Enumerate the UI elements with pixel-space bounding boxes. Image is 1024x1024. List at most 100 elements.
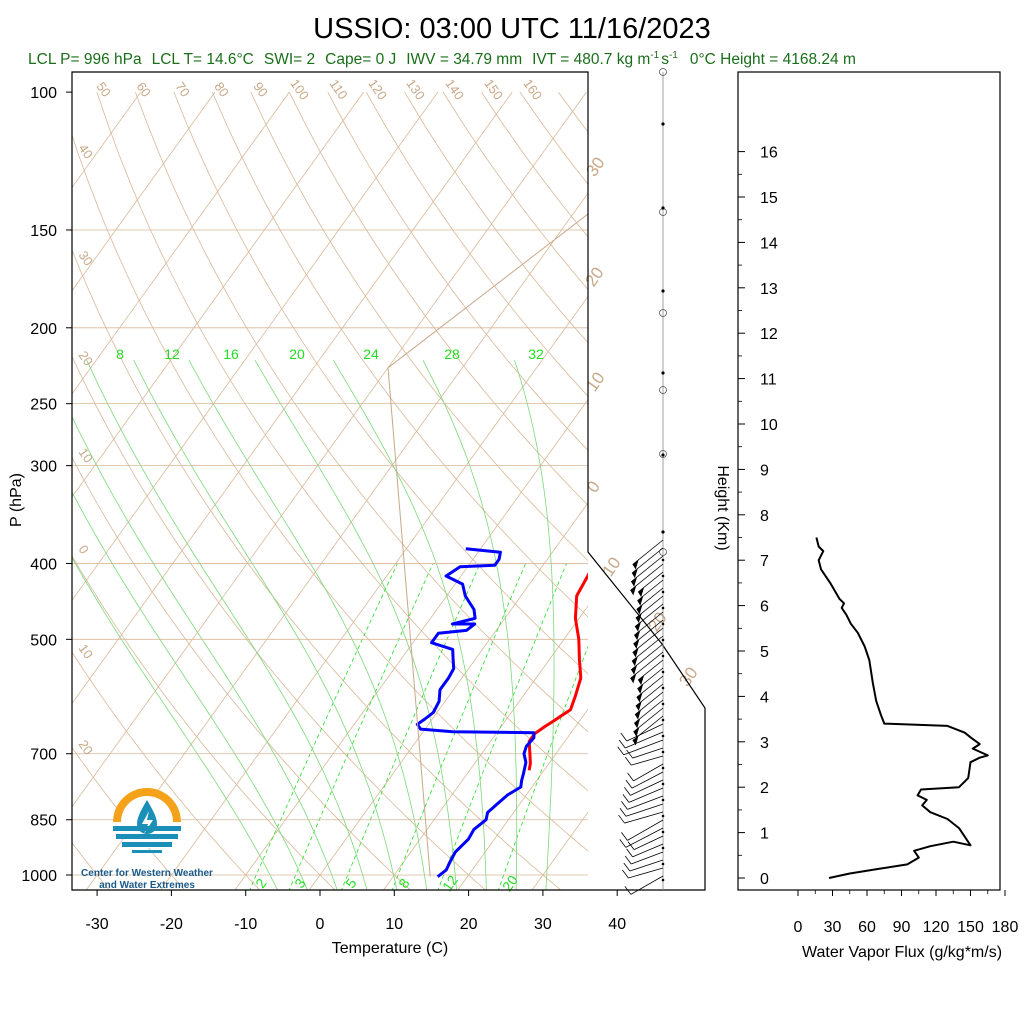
moist-adiabat-line — [188, 360, 428, 890]
barb-dot — [661, 122, 665, 126]
wind-barb — [628, 867, 664, 879]
wind-barb-flag — [630, 673, 637, 684]
y-tick-label: 150 — [30, 223, 57, 240]
y-tick-label: 250 — [30, 397, 57, 414]
wind-barb-flag — [631, 664, 638, 675]
wind-barb — [624, 811, 664, 824]
mixing-ratio-label: 2 — [252, 875, 270, 891]
barb-dot — [661, 814, 665, 818]
wind-barb — [632, 747, 664, 759]
wind-barb-feather — [625, 779, 633, 789]
theta-label: 150 — [481, 76, 506, 102]
mixing-ratio-line — [249, 563, 398, 890]
mixing-ratio-line — [497, 645, 588, 890]
isotherm-line — [72, 91, 587, 808]
height-axis-title: Height (Km) — [714, 465, 731, 550]
wind-barb — [630, 779, 664, 796]
logo-wave-3 — [122, 842, 172, 847]
height-tick-label: 8 — [760, 508, 769, 525]
theta-label: 10 — [76, 445, 97, 465]
moist-adiabat-label: 8 — [116, 346, 124, 362]
wind-barb-flag — [634, 718, 641, 729]
barb-dot — [661, 289, 665, 293]
y-axis-title: P (hPa) — [8, 473, 25, 527]
dry-adiabat-line — [211, 91, 588, 618]
wind-barb-feather — [619, 839, 627, 848]
wind-barb-flag — [635, 613, 642, 624]
dry-adiabat-line — [442, 91, 588, 291]
barb-dot — [661, 782, 665, 786]
ivt-exponent-2: -1 — [669, 50, 678, 61]
ivt-exponent-1: -1 — [650, 50, 659, 61]
wind-barb-feather — [622, 794, 630, 803]
dry-adiabat-line — [173, 91, 588, 675]
lcl-temperature: LCL T= 14.6°C — [152, 51, 254, 68]
wind-barb-feather — [619, 808, 627, 817]
theta-label: 20 — [76, 737, 97, 757]
wind-barb-flag — [632, 559, 639, 570]
height-tick-label: 3 — [760, 735, 769, 752]
barb-dot — [661, 574, 665, 578]
dry-adiabat-line — [72, 746, 186, 890]
height-tick-label: 2 — [760, 780, 769, 797]
moist-adiabat-line — [72, 556, 278, 890]
isotherm-line — [72, 91, 290, 395]
wind-barb — [632, 843, 664, 858]
x-tick-label: -20 — [160, 916, 183, 933]
barb-dot — [661, 734, 665, 738]
y-tick-label: 700 — [30, 747, 57, 764]
chart-subtitle: LCL P= 996 hPa LCL T= 14.6°C SWI= 2 Cape= 0… — [28, 50, 856, 68]
wind-barb — [631, 771, 664, 789]
theta-label: 30 — [76, 248, 97, 268]
cape-value: Cape= 0 J — [325, 51, 396, 68]
theta-label: 0 — [76, 542, 92, 557]
x-tick-label: -30 — [86, 916, 109, 933]
wind-barb-flag — [637, 595, 644, 606]
dry-adiabat-line — [72, 651, 261, 890]
height-tick-label: 0 — [760, 871, 769, 888]
wind-barb-flag — [635, 701, 642, 712]
y-tick-label: 1000 — [21, 868, 57, 885]
ivt-value: IVT = 480.7 kg m — [532, 51, 650, 68]
height-tick-label: 13 — [760, 281, 778, 298]
height-tick-label: 16 — [760, 145, 778, 162]
skewt-overlay-labels: 50 60 70 80 90 100 110 120 130 140 150 160403020100… — [76, 76, 702, 894]
isotherm-label: 0 — [583, 478, 604, 497]
x-tick-label: 40 — [608, 916, 626, 933]
wind-barb-feather — [618, 739, 626, 749]
dry-adiabat-line — [72, 249, 562, 890]
wind-barb-flag — [637, 683, 644, 694]
x-tick-label: 20 — [460, 916, 478, 933]
wind-barb-flag — [632, 735, 639, 746]
isotherm-label: 30 — [675, 664, 701, 690]
flux-tick-label: 90 — [893, 919, 911, 936]
barb-dot — [661, 371, 665, 375]
theta-label: 120 — [365, 76, 390, 102]
water-vapor-flux-line — [815, 537, 989, 879]
wind-barb-feather — [627, 772, 634, 782]
flux-tick-label: 60 — [858, 919, 876, 936]
x-tick-label: 10 — [385, 916, 403, 933]
wind-barb — [628, 787, 664, 803]
dry-adiabat-line — [72, 355, 487, 890]
mixing-ratio-line — [341, 563, 481, 890]
dry-adiabat-line — [72, 134, 588, 852]
height-tick-label: 10 — [760, 417, 778, 434]
theta-label: 140 — [442, 76, 467, 102]
isotherm-label: 10 — [582, 369, 608, 395]
height-tick-label: 6 — [760, 599, 769, 616]
isotherm-line — [72, 91, 439, 601]
flux-x-axis-title: Water Vapor Flux (g/kg*m/s) — [802, 944, 1002, 961]
moist-adiabat-line — [133, 360, 398, 890]
isotherm-line — [85, 192, 588, 890]
barb-dot — [661, 453, 665, 457]
theta-label: 160 — [520, 76, 545, 102]
theta-label: 90 — [250, 79, 271, 99]
theta-label: 20 — [76, 348, 97, 368]
dry-adiabat-line — [558, 91, 588, 133]
dry-adiabat-line — [135, 91, 588, 733]
dry-adiabat-line — [597, 92, 1024, 892]
wind-barb-flag — [633, 726, 640, 737]
moist-adiabat-lines — [72, 359, 555, 890]
mixing-ratio-lines — [249, 563, 588, 890]
